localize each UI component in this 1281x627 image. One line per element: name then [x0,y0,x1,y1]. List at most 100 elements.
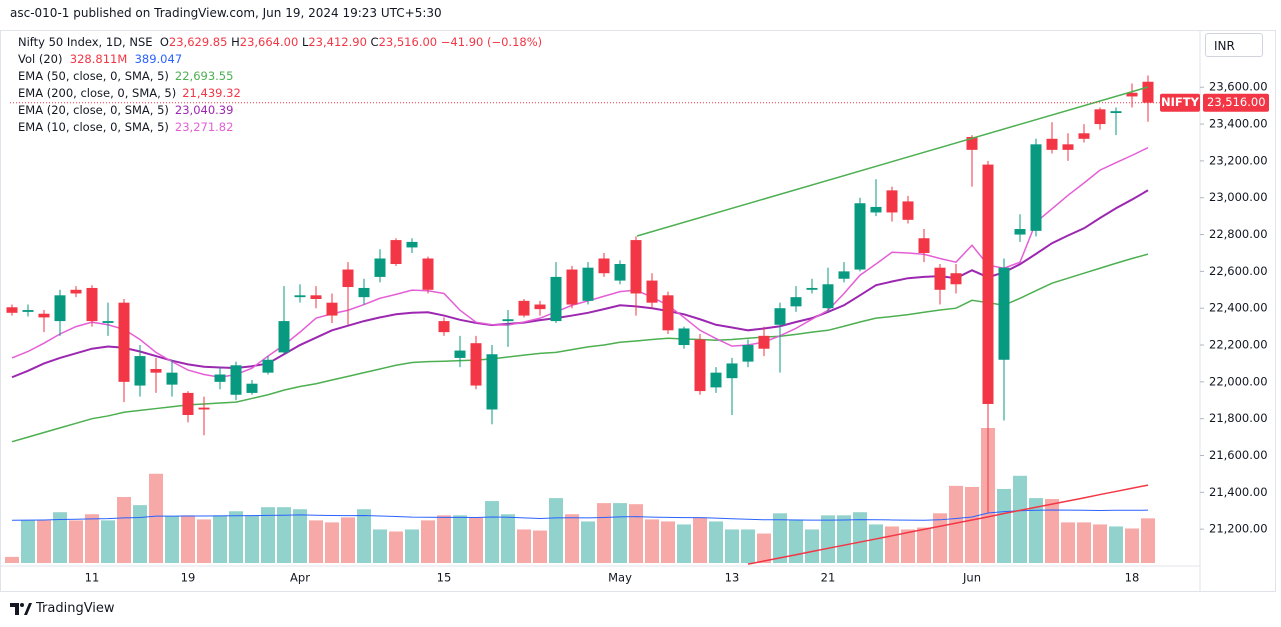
candle-body [294,295,306,298]
currency-button[interactable]: INR [1205,33,1263,57]
ema-line [11,253,1149,443]
volume-bar [149,473,163,563]
candle-body [1142,81,1154,103]
candle-body [630,240,642,294]
candle-body [358,287,370,298]
volume-bar [565,514,579,563]
volume-bar [1029,498,1043,563]
volume-bar [5,556,19,563]
candle-body [886,190,898,213]
y-tick-label: 22,600.00 [1209,264,1268,278]
volume-bar [581,521,595,563]
legend-change: −41.90 [440,35,484,49]
volume-bar [1109,526,1123,563]
volume-bar [133,505,147,563]
legend-value: 21,439.32 [182,86,241,100]
candle-body [678,328,690,346]
symbol-tag: NIFTY [1161,95,1200,109]
volume-bar [661,521,675,563]
legend-value: 23,040.39 [174,103,234,117]
volume-bar [53,512,67,563]
candle-body [854,203,866,270]
x-tick-label: 11 [85,571,100,585]
candle-body [406,241,418,248]
candle-body [310,295,322,299]
volume-bar [293,509,307,563]
volume-bar [597,503,611,563]
volume-bar [869,524,883,563]
volume-bar [1077,522,1091,563]
candle-body [182,392,194,416]
legend-row: EMA (10, close, 0, SMA, 5) 23,271.82 [18,119,542,136]
candle-body [822,284,834,309]
candle-body [470,343,482,386]
volume-bar [165,516,179,563]
volume-bar [517,529,531,563]
volume-bar [725,529,739,563]
volume-bar [629,504,643,563]
x-tick-label: 21 [821,571,836,585]
candle-body [22,310,34,312]
volume-bar [373,529,387,563]
volume-bar [773,513,787,563]
candle-body [806,287,818,290]
legend-change-pct: (−0.18%) [486,35,543,49]
candle-body [774,308,786,325]
candle-body [694,339,706,392]
candle-body [598,258,610,274]
y-tick-label: 22,200.00 [1209,338,1268,352]
candle-body [758,335,770,349]
volume-bar [741,529,755,563]
legend-key: H [231,35,240,49]
volume-bar [325,522,339,563]
candle-body [1030,144,1042,231]
volume-bar [1045,499,1059,563]
legend-value: 23,629.85 [168,35,228,49]
volume-layer [5,428,1155,563]
candle-body [214,374,226,382]
volume-bar [405,529,419,563]
x-tick-label: 19 [181,571,196,585]
legend-title: Nifty 50 Index, 1D, NSE [18,35,153,49]
candle-body [422,258,434,290]
volume-bar [117,496,131,563]
legend-key: O [159,35,169,49]
legend-row: EMA (200, close, 0, SMA, 5) 21,439.32 [18,85,542,102]
volume-bar [1061,522,1075,563]
volume-bar [469,517,483,563]
legend-value: 22,693.55 [174,69,234,83]
legend-value: 389.047 [134,52,183,66]
candle-body [134,356,146,386]
candle-body [38,313,50,318]
y-tick-label: 23,400.00 [1209,117,1268,131]
footer-text: TradingView [36,601,115,616]
volume-bar [549,498,563,563]
volume-bar [229,511,243,563]
volume-bar [677,524,691,563]
volume-bar [245,515,259,563]
legend-name: Vol (20) [18,52,63,66]
volume-bar [997,488,1011,563]
volume-bar [261,507,275,563]
legend-name: EMA (10, close, 0, SMA, 5) [18,120,169,134]
volume-bar [757,533,771,563]
volume-bar [213,515,227,563]
candle-body [838,271,850,279]
candle-body [150,368,162,373]
candle-body [166,372,178,385]
legend-value: 328.811M [69,52,128,66]
candle-body [934,267,946,290]
volume-bar [85,514,99,563]
x-tick-label: 15 [437,571,452,585]
candle-body [918,238,930,253]
ema-line [11,146,1149,379]
candle-body [998,267,1010,360]
volume-bar [1093,524,1107,563]
candle-body [1014,229,1026,235]
legend-name: EMA (200, close, 0, SMA, 5) [18,86,177,100]
volume-bar [277,507,291,563]
volume-bar [501,514,515,563]
legend-value: 23,664.00 [239,35,299,49]
candle-body [246,383,258,393]
volume-bar [1013,475,1027,563]
